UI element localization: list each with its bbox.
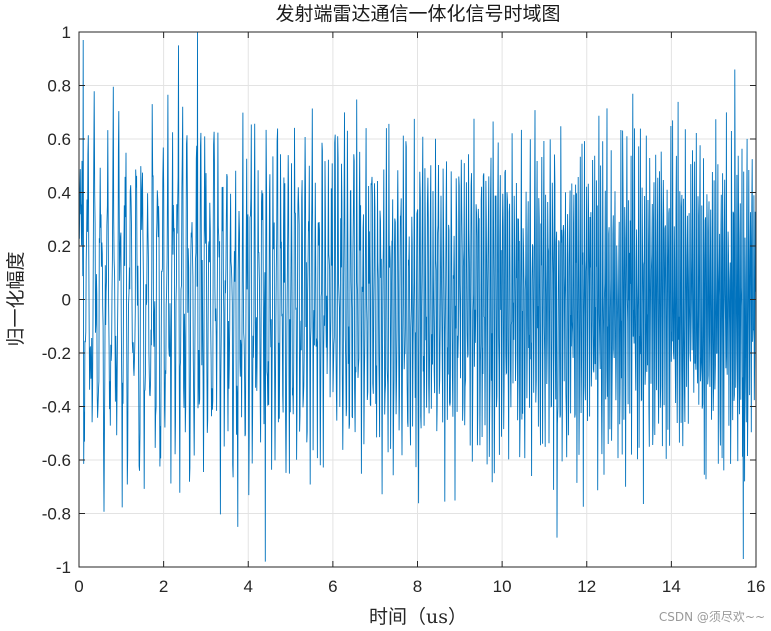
y-tick-label: 0.8 [47, 77, 71, 96]
tick-marks [78, 31, 757, 568]
series-line [78, 31, 757, 562]
x-tick-label: 4 [244, 577, 253, 596]
y-tick-labels: 1 0.8 0.6 0.4 0.2 0 -0.2 -0.4 -0.6 -0.8 -1 [42, 23, 71, 577]
y-axis-label: 归一化幅度 [5, 251, 27, 346]
y-tick-label: -0.8 [42, 505, 71, 524]
y-tick-label: -0.4 [42, 398, 71, 417]
x-tick-label: 16 [747, 577, 766, 596]
watermark: CSDN @须尽欢~~ [658, 610, 765, 624]
y-tick-label: -0.2 [42, 344, 71, 363]
x-tick-labels: 0 2 4 6 8 10 12 14 16 [74, 577, 765, 596]
chart-title: 发射端雷达通信一体化信号时域图 [275, 3, 560, 25]
y-tick-label: 0.2 [47, 237, 71, 256]
y-tick-label: 0.6 [47, 130, 71, 149]
y-tick-label: -0.6 [42, 451, 71, 470]
x-tick-label: 12 [577, 577, 596, 596]
x-tick-label: 6 [328, 577, 337, 596]
y-tick-label: -1 [56, 558, 71, 577]
y-tick-label: 0 [62, 291, 71, 310]
x-axis-label: 时间（us） [369, 606, 467, 628]
x-tick-label: 8 [413, 577, 422, 596]
x-tick-label: 14 [662, 577, 681, 596]
x-tick-label: 2 [159, 577, 168, 596]
y-tick-label: 1 [62, 23, 71, 42]
plot-area [78, 31, 757, 562]
x-tick-label: 10 [493, 577, 512, 596]
x-tick-label: 0 [74, 577, 83, 596]
y-tick-label: 0.4 [47, 184, 71, 203]
